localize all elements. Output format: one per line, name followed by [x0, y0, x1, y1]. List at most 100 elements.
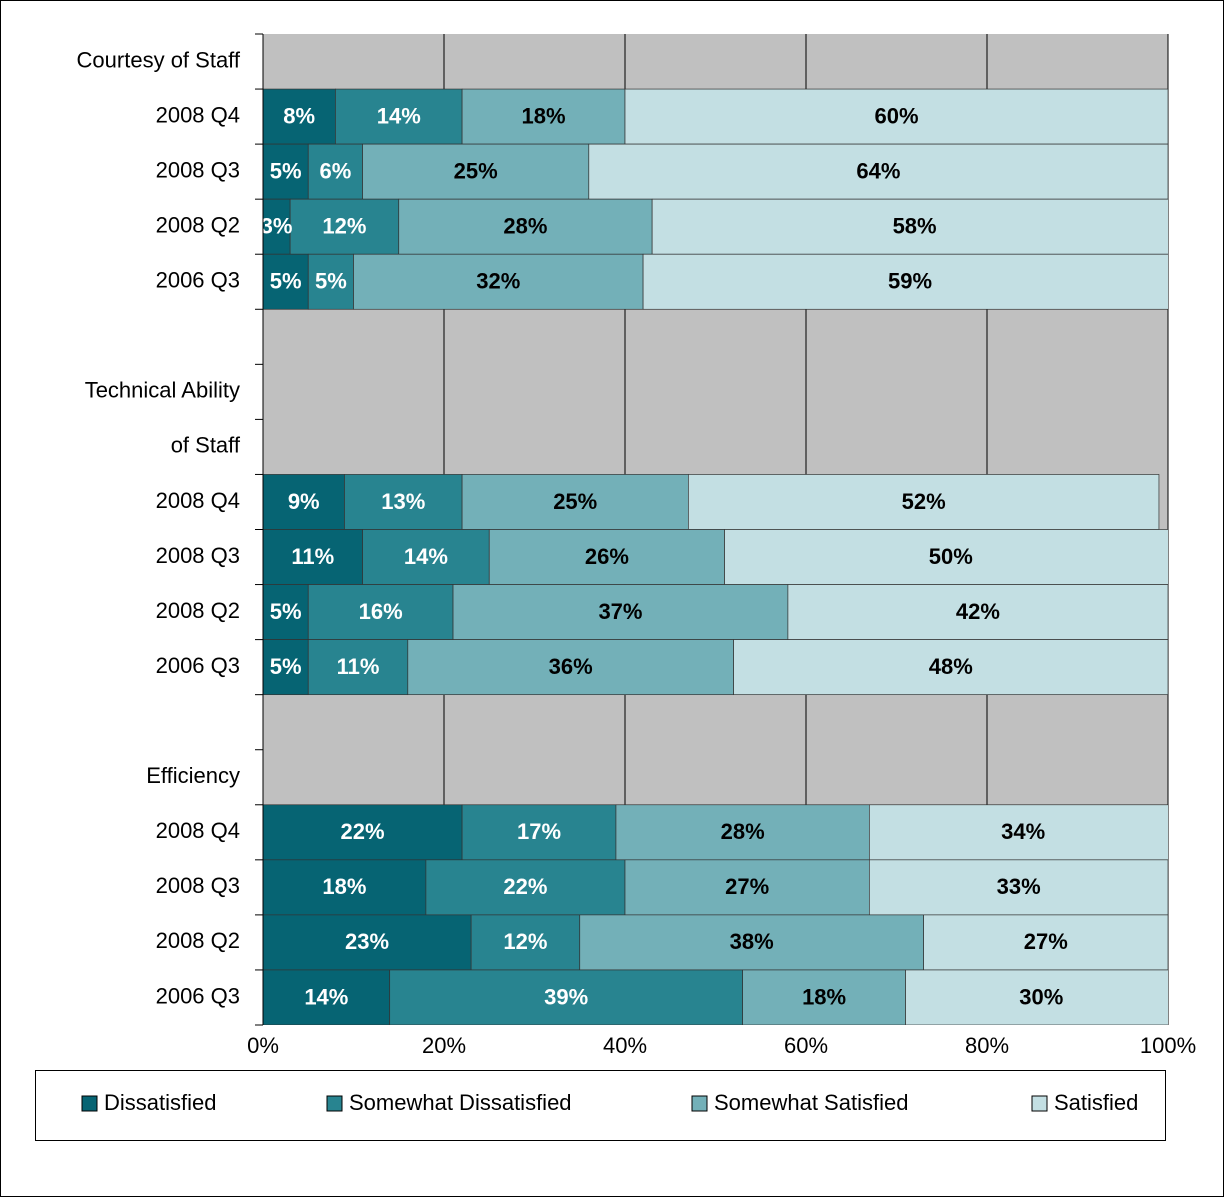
bar-segment [452, 584, 789, 640]
value-label: 22% [503, 874, 547, 899]
bar-segment [335, 88, 463, 145]
y-tick-label: 2008 Q2 [156, 928, 240, 953]
value-label: 16% [359, 599, 403, 624]
value-label: 52% [902, 489, 946, 514]
y-tick-label: Technical Ability [85, 378, 240, 403]
y-tick-label: 2008 Q3 [156, 873, 240, 898]
value-label: 26% [585, 544, 629, 569]
value-label: 48% [929, 654, 973, 679]
bar-segment [263, 88, 336, 145]
value-label: 12% [503, 929, 547, 954]
bar-segment [362, 529, 490, 585]
value-label: 6% [320, 158, 352, 183]
legend-label: Dissatisfied [104, 1090, 216, 1115]
bar-segment [724, 529, 1168, 585]
value-label: 9% [288, 489, 320, 514]
bar-segment [362, 143, 590, 200]
bar-segment [624, 859, 870, 916]
value-label: 5% [315, 269, 347, 294]
bar-segment [307, 143, 363, 200]
bar-segment [579, 914, 924, 971]
value-label: 18% [322, 874, 366, 899]
legend-label: Somewhat Satisfied [714, 1090, 908, 1115]
y-tick-label: Efficiency [146, 763, 240, 788]
bar-segment [307, 253, 354, 310]
value-label: 64% [856, 158, 900, 183]
y-tick-label: 2008 Q2 [156, 213, 240, 238]
bar-segment [624, 88, 1168, 145]
legend-box [35, 1070, 1166, 1141]
y-tick-label: 2008 Q3 [156, 543, 240, 568]
bar-segment [642, 253, 1168, 310]
bar-segment [787, 584, 1168, 640]
value-label: 37% [598, 599, 642, 624]
value-label: 14% [304, 984, 348, 1009]
bar-segment [263, 474, 345, 530]
value-label: 5% [270, 269, 302, 294]
bar-segment [461, 474, 689, 530]
x-tick-label: 40% [603, 1033, 647, 1058]
y-tick-label: 2008 Q4 [156, 102, 240, 127]
x-tick-label: 20% [422, 1033, 466, 1058]
value-label: 28% [721, 819, 765, 844]
bar-segment [461, 88, 626, 145]
value-label: 34% [1001, 819, 1045, 844]
value-label: 5% [270, 654, 302, 679]
y-tick-label: 2008 Q4 [156, 818, 240, 843]
value-label: 12% [322, 214, 366, 239]
y-tick-label: 2006 Q3 [156, 268, 240, 293]
x-tick-label: 0% [247, 1033, 279, 1058]
value-label: 30% [1019, 984, 1063, 1009]
bar-segment [868, 859, 1168, 916]
legend-label: Somewhat Dissatisfied [349, 1090, 572, 1115]
y-tick-label: Courtesy of Staff [77, 47, 241, 72]
value-label: 23% [345, 929, 389, 954]
legend-label: Satisfied [1054, 1090, 1138, 1115]
bar-segment [588, 143, 1168, 200]
y-tick-label: 2006 Q3 [156, 653, 240, 678]
bar-segment [263, 859, 427, 916]
bar-segment [263, 143, 309, 200]
value-label: 5% [270, 599, 302, 624]
bar-segment [868, 804, 1168, 861]
value-label: 33% [997, 874, 1041, 899]
value-label: 36% [549, 654, 593, 679]
y-tick-label: 2008 Q3 [156, 157, 240, 182]
value-label: 14% [404, 544, 448, 569]
value-label: 27% [1024, 929, 1068, 954]
bar-segment [263, 639, 309, 696]
legend-swatch [1031, 1095, 1048, 1112]
value-label: 38% [730, 929, 774, 954]
legend-swatch [326, 1095, 343, 1112]
value-label: 27% [725, 874, 769, 899]
bar-segment [263, 804, 463, 861]
value-label: 60% [874, 103, 918, 128]
value-label: 32% [476, 269, 520, 294]
value-label: 3% [261, 214, 293, 239]
value-label: 42% [956, 599, 1000, 624]
value-label: 11% [291, 544, 334, 569]
bar-segment [615, 804, 870, 861]
value-label: 25% [454, 158, 498, 183]
bar-segment [263, 529, 363, 585]
bars [263, 88, 1168, 1025]
value-label: 22% [341, 819, 385, 844]
value-label: 11% [337, 654, 380, 679]
bar-segment [263, 914, 472, 971]
bar-segment [470, 914, 581, 971]
bar-segment [733, 639, 1168, 696]
x-tick-label: 80% [965, 1033, 1009, 1058]
value-label: 18% [802, 984, 846, 1009]
legend-swatch [691, 1095, 708, 1112]
value-label: 14% [377, 103, 421, 128]
bar-segment [398, 198, 653, 255]
bar-segment [263, 969, 391, 1025]
bar-segment [353, 253, 644, 310]
bar-segment [651, 198, 1168, 255]
value-label: 18% [522, 103, 566, 128]
bar-segment [425, 859, 626, 916]
bar-segment [307, 584, 454, 640]
x-tick-label: 100% [1140, 1033, 1196, 1058]
value-label: 5% [270, 158, 302, 183]
